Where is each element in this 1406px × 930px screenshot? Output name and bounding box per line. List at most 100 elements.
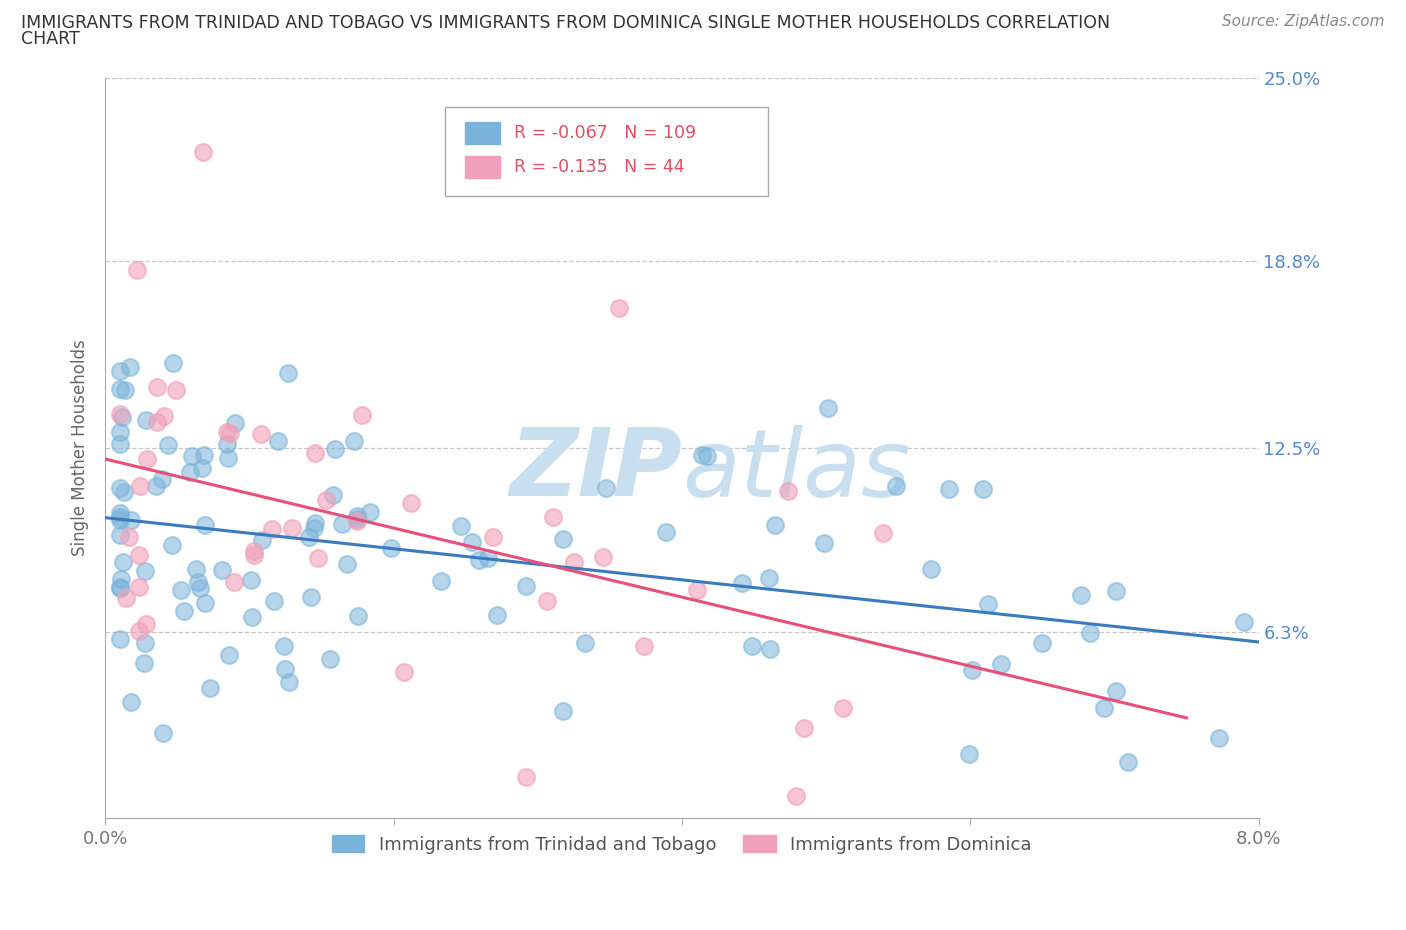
Point (250, 533, 273, 548)
Point (108, 579, 131, 594)
Point (1208, 730, 1230, 745)
Text: ZIP: ZIP (509, 424, 682, 516)
Point (153, 409, 176, 424)
Point (884, 479, 907, 494)
Point (125, 263, 148, 278)
Point (128, 548, 150, 563)
Point (145, 478, 167, 493)
Point (741, 638, 763, 653)
Point (111, 409, 134, 424)
Point (128, 624, 150, 639)
Point (188, 580, 211, 595)
Point (136, 452, 159, 467)
Point (730, 576, 752, 591)
Point (162, 356, 184, 371)
Point (817, 401, 839, 416)
Point (181, 448, 204, 463)
Point (108, 406, 131, 421)
Bar (465, 122, 499, 144)
Point (482, 529, 505, 544)
Point (240, 609, 263, 624)
Point (758, 571, 780, 586)
Point (132, 655, 155, 670)
Point (108, 631, 131, 646)
Point (170, 583, 193, 598)
Point (1078, 625, 1101, 640)
Point (218, 647, 240, 662)
Point (477, 551, 499, 565)
Point (960, 662, 983, 677)
Point (336, 557, 359, 572)
Point (160, 538, 183, 552)
Point (304, 515, 326, 530)
Point (346, 509, 368, 524)
Y-axis label: Single Mother Households: Single Mother Households (72, 339, 89, 556)
Point (150, 472, 173, 486)
Point (763, 518, 786, 533)
Point (194, 595, 217, 610)
Point (1031, 635, 1053, 650)
Point (191, 144, 214, 159)
Point (1070, 588, 1092, 603)
Point (243, 543, 266, 558)
Point (607, 300, 630, 315)
Point (308, 550, 330, 565)
Point (250, 427, 273, 442)
Point (785, 789, 807, 804)
Point (224, 575, 246, 590)
Point (990, 657, 1012, 671)
Point (696, 448, 718, 463)
Point (920, 562, 942, 577)
Point (108, 425, 131, 440)
Point (134, 635, 156, 650)
Point (112, 554, 135, 569)
Point (194, 518, 217, 533)
Point (224, 416, 246, 431)
Point (315, 493, 337, 508)
Point (832, 700, 855, 715)
Point (485, 607, 508, 622)
Point (595, 480, 617, 495)
Point (108, 510, 131, 525)
Text: R = -0.135   N = 44: R = -0.135 N = 44 (513, 158, 685, 177)
Point (872, 525, 894, 540)
Point (380, 540, 402, 555)
Point (108, 527, 131, 542)
Point (217, 450, 239, 465)
Point (273, 639, 295, 654)
Point (187, 574, 209, 589)
Point (551, 531, 574, 546)
Point (263, 594, 285, 609)
Point (1233, 614, 1256, 629)
Point (346, 513, 368, 528)
Point (146, 415, 169, 430)
Point (346, 608, 368, 623)
Point (592, 550, 614, 565)
Point (108, 512, 131, 527)
Point (938, 482, 960, 497)
Point (304, 445, 326, 460)
Point (515, 769, 537, 784)
Point (118, 530, 141, 545)
Point (352, 407, 374, 422)
Point (173, 604, 195, 618)
Point (778, 484, 800, 498)
Point (655, 525, 678, 539)
Point (281, 521, 304, 536)
Point (217, 424, 239, 439)
Point (135, 616, 157, 631)
Text: R = -0.067   N = 109: R = -0.067 N = 109 (513, 125, 696, 142)
Point (134, 564, 156, 578)
Point (120, 695, 142, 710)
FancyBboxPatch shape (446, 107, 769, 196)
Point (243, 548, 266, 563)
Point (692, 448, 714, 463)
Point (346, 512, 368, 526)
Point (108, 436, 131, 451)
Point (110, 572, 132, 587)
Point (759, 642, 782, 657)
Point (115, 591, 138, 605)
Point (515, 578, 537, 593)
Point (543, 510, 565, 525)
Point (551, 704, 574, 719)
